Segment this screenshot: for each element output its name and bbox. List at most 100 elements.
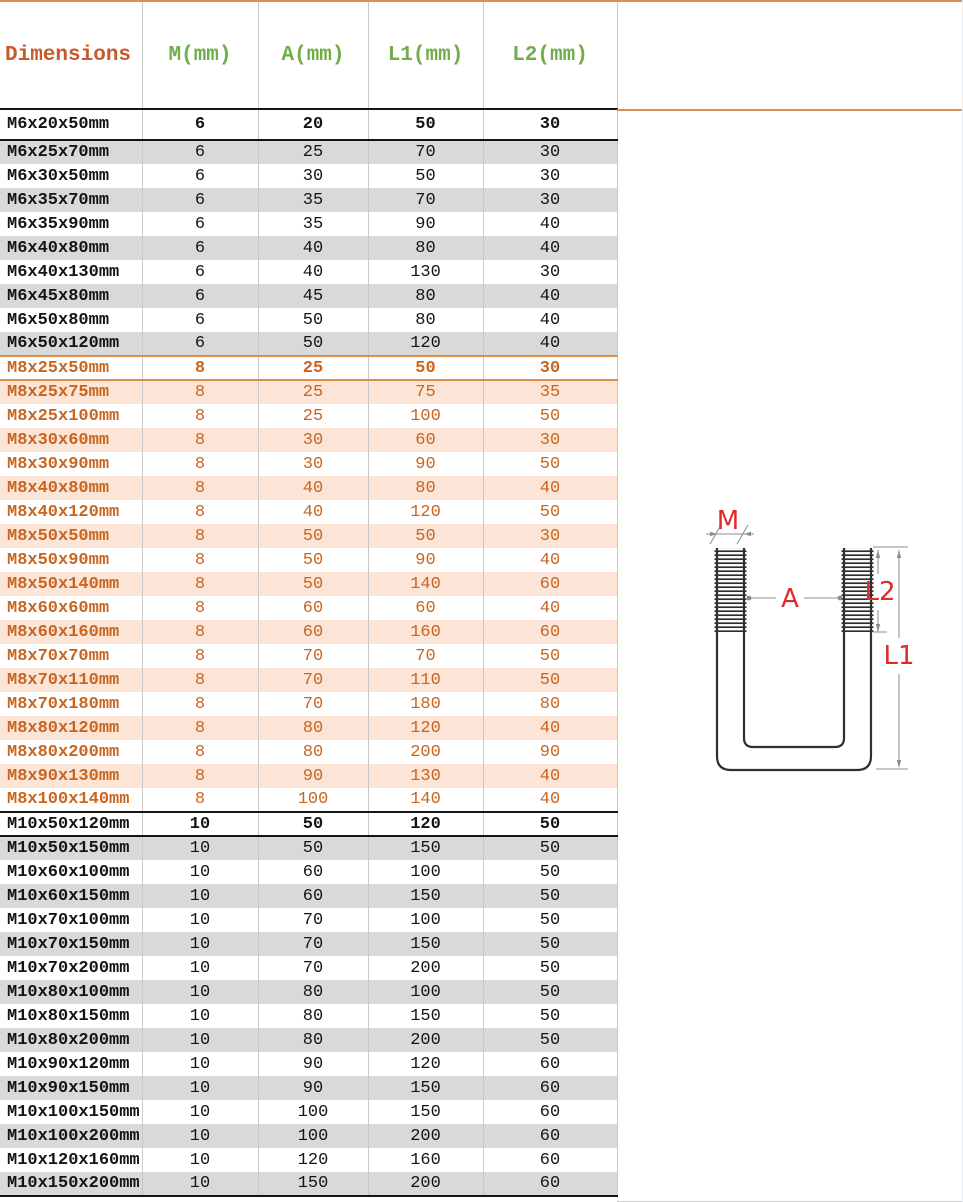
value-cell: 40: [483, 236, 618, 260]
value-cell: 200: [368, 956, 484, 980]
dimension-cell: M8x80x200mm: [0, 740, 143, 764]
value-cell: 8: [142, 380, 259, 404]
dimension-cell: M10x60x150mm: [0, 884, 143, 908]
value-cell: 40: [483, 548, 618, 572]
dimension-cell: M6x35x70mm: [0, 188, 143, 212]
table-row: M8x25x75mm 8 25 75 35: [0, 380, 618, 404]
value-cell: 60: [483, 1076, 618, 1100]
table-row: M8x70x110mm 8 70 110 50: [0, 668, 618, 692]
table-row: M10x50x120mm 10 50 120 50: [0, 811, 618, 837]
table-body: M6x20x50mm 6 20 50 30 M6x25x70mm 6 25 70 30 M6x30x…: [0, 108, 618, 1197]
value-cell: 30: [258, 452, 369, 476]
value-cell: 100: [258, 788, 369, 812]
l1-arrow: [896, 760, 902, 768]
table-row: M10x80x150mm 10 80 150 50: [0, 1004, 618, 1028]
table-row: M10x100x150mm 10 100 150 60: [0, 1100, 618, 1124]
value-cell: 70: [258, 692, 369, 716]
value-cell: 40: [483, 788, 618, 812]
value-cell: 6: [142, 188, 259, 212]
value-cell: 50: [483, 932, 618, 956]
value-cell: 120: [368, 811, 484, 837]
value-cell: 40: [258, 260, 369, 284]
value-cell: 60: [483, 620, 618, 644]
value-cell: 70: [258, 932, 369, 956]
value-cell: 6: [142, 140, 259, 164]
column-header-l1: L1(mm): [368, 2, 484, 110]
value-cell: 90: [258, 1076, 369, 1100]
value-cell: 50: [483, 1004, 618, 1028]
table-row: M10x80x200mm 10 80 200 50: [0, 1028, 618, 1052]
dimension-cell: M10x150x200mm: [0, 1172, 143, 1197]
value-cell: 8: [142, 620, 259, 644]
value-cell: 60: [483, 1052, 618, 1076]
a-arrow-dot: [837, 595, 843, 601]
value-cell: 6: [142, 308, 259, 332]
value-cell: 45: [258, 284, 369, 308]
value-cell: 8: [142, 788, 259, 812]
value-cell: 50: [483, 956, 618, 980]
table-row: M10x70x100mm 10 70 100 50: [0, 908, 618, 932]
value-cell: 120: [258, 1148, 369, 1172]
value-cell: 6: [142, 212, 259, 236]
value-cell: 40: [483, 284, 618, 308]
value-cell: 100: [368, 860, 484, 884]
dimension-cell: M8x70x180mm: [0, 692, 143, 716]
column-header-dimensions: Dimensions: [0, 2, 143, 110]
value-cell: 6: [142, 164, 259, 188]
value-cell: 8: [142, 572, 259, 596]
dimension-cell: M8x30x60mm: [0, 428, 143, 452]
table-row: M6x45x80mm 6 45 80 40: [0, 284, 618, 308]
dimension-cell: M10x80x200mm: [0, 1028, 143, 1052]
dimension-cell: M8x50x90mm: [0, 548, 143, 572]
value-cell: 150: [368, 932, 484, 956]
value-cell: 30: [483, 428, 618, 452]
value-cell: 60: [483, 1100, 618, 1124]
value-cell: 50: [258, 572, 369, 596]
value-cell: 180: [368, 692, 484, 716]
value-cell: 6: [142, 284, 259, 308]
value-cell: 25: [258, 140, 369, 164]
value-cell: 150: [368, 1004, 484, 1028]
value-cell: 90: [258, 764, 369, 788]
value-cell: 60: [258, 884, 369, 908]
table-row: M6x40x80mm 6 40 80 40: [0, 236, 618, 260]
value-cell: 8: [142, 548, 259, 572]
value-cell: 50: [258, 524, 369, 548]
value-cell: 80: [258, 716, 369, 740]
value-cell: 50: [258, 836, 369, 860]
value-cell: 8: [142, 500, 259, 524]
dimension-cell: M10x120x160mm: [0, 1148, 143, 1172]
dimension-cell: M6x20x50mm: [0, 108, 143, 141]
table-header-row: Dimensions M(mm) A(mm) L1(mm) L2(mm): [0, 2, 618, 110]
value-cell: 90: [483, 740, 618, 764]
value-cell: 6: [142, 260, 259, 284]
value-cell: 110: [368, 668, 484, 692]
dimension-cell: M8x40x120mm: [0, 500, 143, 524]
top-divider: [0, 0, 963, 2]
value-cell: 50: [258, 308, 369, 332]
table-row: M8x50x50mm 8 50 50 30: [0, 524, 618, 548]
ubolt-inner-outline: [742, 548, 846, 749]
value-cell: 60: [258, 860, 369, 884]
value-cell: 120: [368, 1052, 484, 1076]
l2-arrow: [875, 624, 881, 632]
dimension-cell: M8x80x120mm: [0, 716, 143, 740]
value-cell: 30: [483, 108, 618, 141]
dimension-cell: M10x100x200mm: [0, 1124, 143, 1148]
diagram-label-l1: L1: [883, 641, 914, 671]
value-cell: 10: [142, 1028, 259, 1052]
value-cell: 60: [483, 1148, 618, 1172]
value-cell: 200: [368, 1028, 484, 1052]
value-cell: 10: [142, 980, 259, 1004]
value-cell: 50: [483, 668, 618, 692]
spec-table: Dimensions M(mm) A(mm) L1(mm) L2(mm) M6x…: [0, 2, 618, 1197]
value-cell: 50: [368, 164, 484, 188]
value-cell: 100: [258, 1124, 369, 1148]
value-cell: 10: [142, 1004, 259, 1028]
value-cell: 130: [368, 260, 484, 284]
table-row: M8x60x160mm 8 60 160 60: [0, 620, 618, 644]
value-cell: 35: [258, 212, 369, 236]
value-cell: 20: [258, 108, 369, 141]
diagram-label-m: M: [717, 506, 739, 536]
table-row: M10x90x150mm 10 90 150 60: [0, 1076, 618, 1100]
